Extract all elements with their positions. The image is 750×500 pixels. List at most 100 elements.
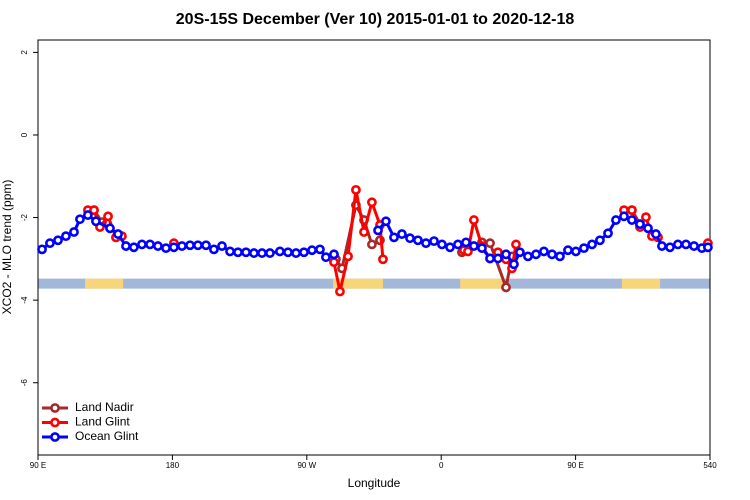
series-marker xyxy=(397,229,407,239)
series-marker xyxy=(501,282,511,293)
series-marker xyxy=(233,247,243,258)
series-marker xyxy=(626,205,637,216)
series-marker xyxy=(641,212,651,223)
legend-marker xyxy=(50,432,60,442)
series-marker xyxy=(168,242,179,253)
series-marker xyxy=(389,232,399,243)
series-marker xyxy=(113,229,123,239)
chart-title: 20S-15S December (Ver 10) 2015-01-01 to … xyxy=(176,11,575,28)
legend-label: Land Glint xyxy=(75,415,130,429)
series-marker xyxy=(343,251,353,262)
series-marker xyxy=(335,286,345,297)
series-marker xyxy=(145,239,155,250)
series-marker xyxy=(121,241,131,251)
y-axis-label: XCO2 - MLO trend (ppm) xyxy=(0,180,14,315)
series-marker xyxy=(626,215,637,225)
series-marker xyxy=(485,238,495,249)
x-tick-label: 90 E xyxy=(567,461,583,470)
series-marker xyxy=(657,241,667,251)
series-marker xyxy=(523,251,533,262)
series-marker xyxy=(619,211,629,222)
series-marker xyxy=(493,253,503,264)
series-marker xyxy=(69,227,79,237)
series-marker xyxy=(275,246,285,257)
series-marker xyxy=(514,247,525,258)
series-marker xyxy=(351,184,361,195)
series-marker xyxy=(193,240,203,251)
series-marker xyxy=(217,241,227,251)
series-marker xyxy=(291,248,301,258)
series-marker xyxy=(603,228,613,239)
x-tick-label: 0 xyxy=(439,461,444,470)
series-marker xyxy=(89,205,99,216)
legend-marker xyxy=(50,417,60,428)
series-marker xyxy=(681,239,691,250)
series-marker xyxy=(570,246,581,257)
series-marker xyxy=(461,237,471,248)
series-marker xyxy=(359,227,369,237)
series-marker xyxy=(665,242,675,253)
series-marker xyxy=(378,254,388,265)
y-tick-label: -6 xyxy=(20,379,29,387)
series-marker xyxy=(611,215,621,225)
series-marker xyxy=(225,246,235,257)
series-marker xyxy=(547,249,557,260)
y-tick-label: 2 xyxy=(20,50,29,55)
legend-label: Ocean Glint xyxy=(75,429,139,443)
land-band xyxy=(333,278,383,289)
series-marker xyxy=(463,246,473,257)
x-tick-label: 540 xyxy=(703,461,717,470)
series-marker xyxy=(689,241,699,251)
series-marker xyxy=(672,239,683,250)
series-marker xyxy=(485,253,495,264)
series-marker xyxy=(329,249,339,260)
series-marker xyxy=(257,248,267,258)
series-marker xyxy=(283,247,293,258)
x-tick-label: 90 E xyxy=(30,461,46,470)
series-marker xyxy=(437,239,447,250)
series-marker xyxy=(61,231,71,242)
series-marker xyxy=(321,252,331,263)
series-marker xyxy=(563,245,573,256)
y-tick-label: -4 xyxy=(20,296,29,304)
series-marker xyxy=(651,229,661,239)
series-marker xyxy=(373,225,383,236)
series-marker xyxy=(477,243,487,254)
series-marker xyxy=(161,243,171,254)
y-tick-label: -2 xyxy=(20,213,29,221)
series-marker xyxy=(469,215,479,225)
series-marker xyxy=(315,244,325,255)
series-marker xyxy=(177,241,187,251)
x-tick-label: 90 W xyxy=(297,461,316,470)
series-marker xyxy=(511,239,521,250)
series-marker xyxy=(579,243,589,254)
series-marker xyxy=(635,219,645,230)
series-marker xyxy=(555,251,565,262)
series-marker xyxy=(445,242,455,253)
series-marker xyxy=(413,235,423,246)
series-marker xyxy=(405,233,415,244)
series-marker xyxy=(209,244,219,255)
series-marker xyxy=(531,249,541,260)
series-marker xyxy=(265,248,275,258)
series-marker xyxy=(643,223,653,234)
series-marker xyxy=(381,216,391,227)
series-marker xyxy=(429,236,439,246)
legend-marker xyxy=(50,403,60,413)
series-marker xyxy=(299,247,309,258)
series-marker xyxy=(307,245,317,256)
series-marker xyxy=(37,244,47,255)
series-marker xyxy=(137,239,147,250)
series-marker xyxy=(421,238,431,249)
series-marker xyxy=(91,216,101,227)
series-marker xyxy=(329,257,339,268)
land-band xyxy=(460,278,506,289)
series-marker xyxy=(595,235,605,246)
series-marker xyxy=(45,238,55,249)
series-marker xyxy=(249,248,259,258)
series-marker xyxy=(587,239,597,250)
series-marker xyxy=(367,239,377,250)
series-marker xyxy=(153,241,163,251)
series-marker xyxy=(82,210,93,220)
